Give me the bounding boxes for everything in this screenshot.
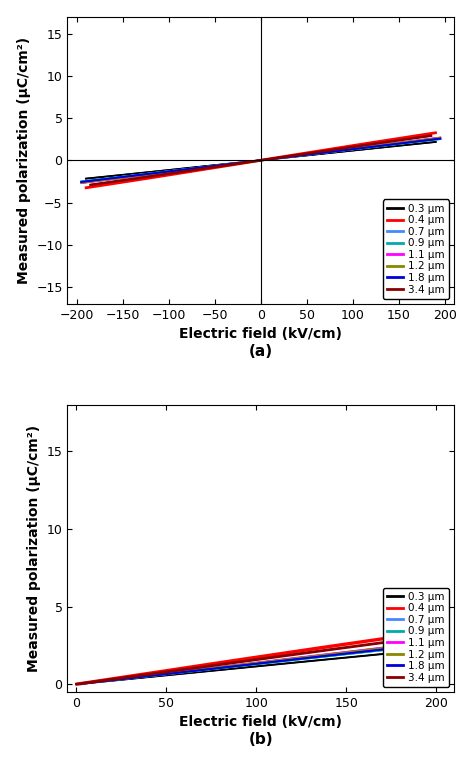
Legend: 0.3 μm, 0.4 μm, 0.7 μm, 0.9 μm, 1.1 μm, 1.2 μm, 1.8 μm, 3.4 μm: 0.3 μm, 0.4 μm, 0.7 μm, 0.9 μm, 1.1 μm, … <box>383 587 449 687</box>
Y-axis label: Measured polarization (μC/cm²): Measured polarization (μC/cm²) <box>27 425 41 672</box>
Y-axis label: Measured polarization (μC/cm²): Measured polarization (μC/cm²) <box>17 37 31 284</box>
Text: (b): (b) <box>248 732 273 747</box>
Legend: 0.3 μm, 0.4 μm, 0.7 μm, 0.9 μm, 1.1 μm, 1.2 μm, 1.8 μm, 3.4 μm: 0.3 μm, 0.4 μm, 0.7 μm, 0.9 μm, 1.1 μm, … <box>383 199 449 299</box>
Text: (a): (a) <box>249 344 273 359</box>
X-axis label: Electric field (kV/cm): Electric field (kV/cm) <box>179 715 342 730</box>
X-axis label: Electric field (kV/cm): Electric field (kV/cm) <box>179 327 342 342</box>
